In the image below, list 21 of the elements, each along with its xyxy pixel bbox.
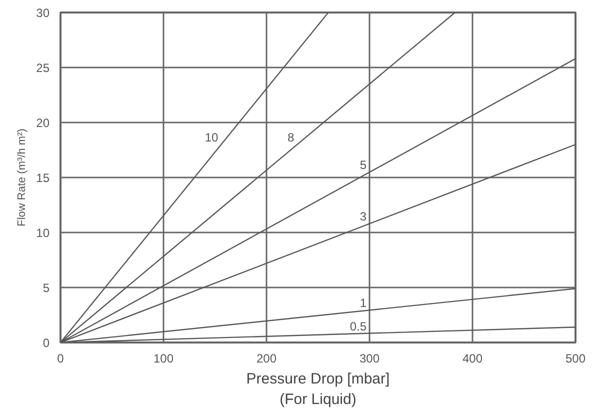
series-label: 0.5 — [350, 319, 367, 334]
y-tick-label: 30 — [36, 6, 50, 20]
y-axis-title: Flow Rate (m³/h m²) — [16, 128, 28, 226]
series-label: 5 — [360, 158, 367, 172]
series-label: 8 — [288, 130, 295, 144]
y-tick-label: 25 — [36, 61, 50, 75]
y-tick-label: 5 — [42, 281, 50, 295]
y-tick-label: 15 — [36, 171, 50, 185]
series-label: 10 — [204, 130, 219, 144]
x-tick-label: 300 — [359, 352, 380, 366]
x-tick-label: 200 — [256, 352, 277, 366]
series-label: 3 — [360, 210, 367, 224]
x-tick-label: 100 — [153, 352, 174, 366]
x-tick-label: 0 — [57, 352, 64, 366]
y-tick-label: 0 — [42, 336, 50, 350]
y-tick-label: 10 — [36, 226, 50, 240]
x-tick-label: 400 — [462, 352, 483, 366]
series-label: 1 — [360, 296, 367, 310]
x-axis-title: Pressure Drop [mbar] (For Liquid) — [246, 370, 390, 408]
y-tick-label: 20 — [36, 116, 50, 130]
x-tick-label: 500 — [565, 352, 586, 366]
